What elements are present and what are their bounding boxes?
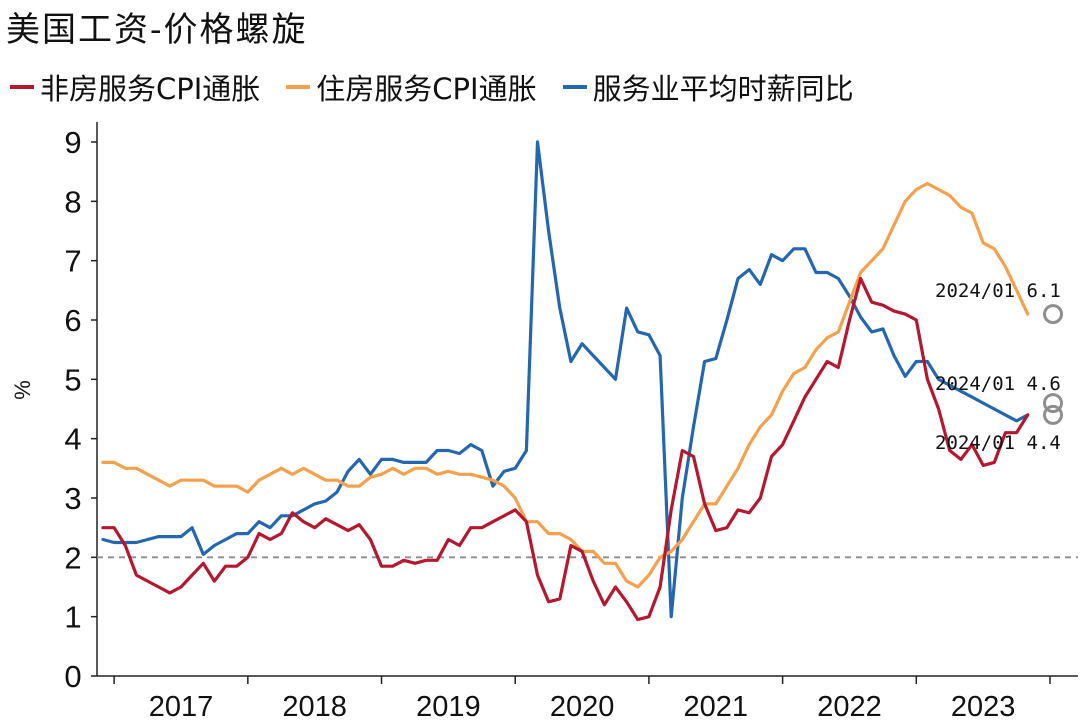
legend-label: 服务业平均时薪同比	[592, 72, 854, 106]
annotation-marker	[1043, 404, 1063, 425]
x-tick-label: 2017	[149, 691, 214, 723]
y-tick-label: 5	[64, 362, 81, 397]
legend-item-service-wages: 服务业平均时薪同比	[562, 66, 854, 108]
y-axis-title: %	[10, 380, 35, 400]
x-tick-label: 2021	[684, 691, 749, 723]
legend-label: 非房服务CPI通胀	[40, 72, 261, 106]
y-tick-label: 2	[64, 540, 81, 575]
legend-item-shelter-cpi: 住房服务CPI通胀	[286, 66, 537, 108]
series-line-shelter-cpi	[101, 181, 1030, 589]
y-tick-label: 9	[64, 125, 81, 160]
y-tick-label: 3	[64, 481, 81, 516]
y-tick-label: 4	[64, 422, 81, 457]
x-tick-label: 2018	[282, 691, 347, 723]
x-tick-label: 2023	[951, 691, 1016, 723]
legend-item-non-shelter-cpi: 非房服务CPI通胀	[10, 66, 260, 108]
axes: 0 1 2 3 4 5 6 7 8 9 2017 2018 2019 2020 2021 2022 2023	[64, 122, 1078, 723]
legend-swatch	[562, 85, 587, 89]
x-tick-label: 2019	[416, 691, 481, 723]
y-tick-label: 7	[64, 244, 81, 279]
y-tick-label: 0	[64, 659, 81, 694]
chart-title: 美国工资-价格螺旋	[6, 10, 308, 50]
legend-label: 住房服务CPI通胀	[316, 72, 537, 106]
annotation-marker	[1043, 304, 1063, 325]
series-group	[101, 140, 1030, 622]
series-line-non-shelter-cpi	[101, 276, 1030, 622]
series-line-service-wages	[101, 140, 1030, 619]
x-tick-label: 2022	[817, 691, 882, 723]
annotations: 2024/01 6.1 2024/01 4.6 2024/01 4.4	[935, 280, 1063, 454]
annotation-label: 2024/01 4.4	[935, 432, 1061, 454]
legend: 非房服务CPI通胀 住房服务CPI通胀 服务业平均时薪同比	[10, 66, 854, 108]
y-axis-label: %	[10, 380, 35, 400]
y-tick-label: 8	[64, 184, 81, 219]
legend-swatch	[10, 85, 34, 89]
y-tick-label: 6	[64, 303, 81, 338]
x-tick-label: 2020	[550, 691, 615, 723]
legend-swatch	[286, 85, 311, 89]
annotation-label: 2024/01 6.1	[935, 280, 1061, 302]
y-tick-label: 1	[64, 600, 81, 635]
annotation-marker	[1043, 393, 1063, 414]
annotation-label: 2024/01 4.6	[935, 373, 1061, 395]
